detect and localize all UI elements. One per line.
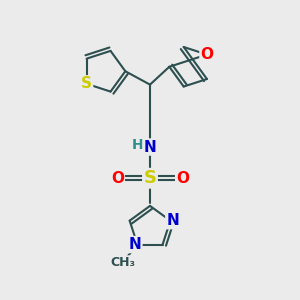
Text: S: S xyxy=(143,169,157,187)
Text: N: N xyxy=(144,140,156,154)
Text: O: O xyxy=(111,171,124,186)
Text: N: N xyxy=(129,237,141,252)
Text: O: O xyxy=(200,47,214,62)
Text: CH₃: CH₃ xyxy=(110,256,135,269)
Text: H: H xyxy=(132,138,143,152)
Text: S: S xyxy=(81,76,92,91)
Text: O: O xyxy=(176,171,189,186)
Text: N: N xyxy=(167,213,179,228)
